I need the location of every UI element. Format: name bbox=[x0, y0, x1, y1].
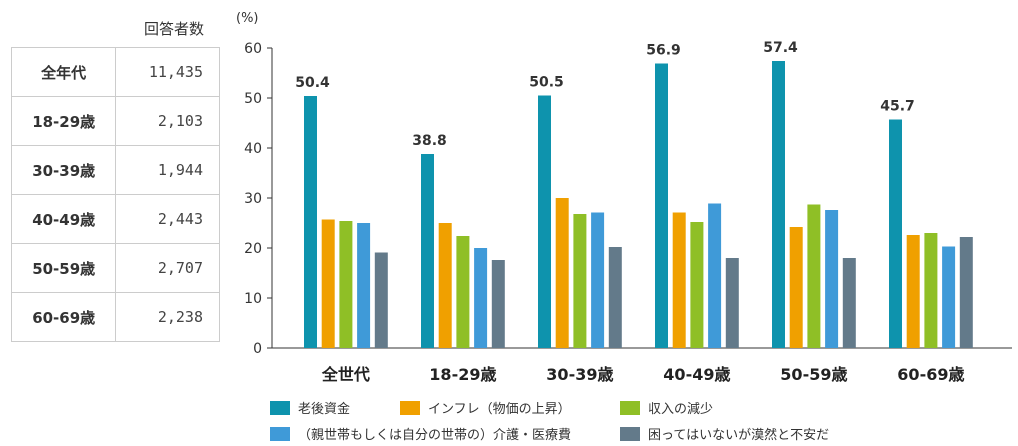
x-category-label: 18-29歳 bbox=[429, 365, 496, 384]
bar bbox=[672, 212, 686, 348]
row-label: 60-69歳 bbox=[10, 292, 117, 342]
row-label: 40-49歳 bbox=[10, 194, 117, 244]
table-row: 30-39歳 1,944 bbox=[10, 145, 220, 195]
bar bbox=[842, 258, 856, 348]
bar bbox=[421, 154, 434, 348]
legend-swatch bbox=[620, 400, 640, 415]
bar bbox=[690, 222, 704, 348]
table-row: 全年代 11,435 bbox=[10, 47, 220, 97]
legend-item: 困ってはいないが漠然と不安だ bbox=[620, 424, 829, 443]
bar bbox=[573, 214, 587, 348]
bar bbox=[825, 210, 839, 348]
y-tick-label: 30 bbox=[244, 191, 262, 207]
row-value: 2,443 bbox=[115, 194, 220, 244]
bar bbox=[438, 223, 452, 348]
legend-label: 収入の減少 bbox=[648, 402, 714, 417]
row-value: 2,103 bbox=[115, 96, 220, 146]
table-row: 18-29歳 2,103 bbox=[10, 96, 220, 146]
x-category-label: 50-59歳 bbox=[780, 365, 847, 384]
y-tick-label: 40 bbox=[244, 141, 262, 157]
bar bbox=[304, 96, 317, 348]
y-tick-label: 10 bbox=[244, 291, 262, 307]
data-label: 56.9 bbox=[646, 43, 681, 59]
y-tick-label: 50 bbox=[244, 91, 262, 107]
bar bbox=[456, 236, 470, 348]
row-label: 50-59歳 bbox=[10, 243, 117, 293]
legend-item: 収入の減少 bbox=[620, 398, 713, 417]
bar bbox=[807, 204, 821, 348]
row-label: 全年代 bbox=[10, 47, 117, 97]
y-tick-label: 0 bbox=[253, 341, 262, 357]
legend-label: 老後資金 bbox=[298, 402, 351, 417]
row-label: 18-29歳 bbox=[10, 96, 117, 146]
row-value: 1,944 bbox=[115, 145, 220, 195]
bar bbox=[924, 233, 938, 348]
data-label: 50.4 bbox=[295, 75, 330, 91]
legend-swatch bbox=[270, 426, 290, 441]
bar bbox=[906, 235, 920, 348]
data-label: 45.7 bbox=[880, 99, 915, 115]
table-row: 50-59歳 2,707 bbox=[10, 243, 220, 293]
bar bbox=[339, 221, 353, 348]
bar bbox=[942, 246, 956, 348]
data-label: 38.8 bbox=[412, 133, 447, 149]
legend-label: 困ってはいないが漠然と不安だ bbox=[648, 428, 830, 443]
bar bbox=[889, 119, 902, 348]
x-category-label: 40-49歳 bbox=[663, 365, 730, 384]
bar bbox=[491, 260, 505, 348]
row-label: 30-39歳 bbox=[10, 145, 117, 195]
y-tick-label: 60 bbox=[244, 41, 262, 57]
x-category-label: 60-69歳 bbox=[897, 365, 964, 384]
legend-label: インフレ（物価の上昇） bbox=[428, 402, 571, 417]
x-category-label: 全世代 bbox=[321, 365, 370, 384]
y-unit-label: (%) bbox=[236, 11, 259, 26]
data-label: 50.5 bbox=[529, 75, 564, 91]
legend-swatch bbox=[400, 400, 420, 415]
row-value: 2,707 bbox=[115, 243, 220, 293]
bar bbox=[789, 227, 803, 348]
row-value: 11,435 bbox=[115, 47, 220, 97]
table-row: 40-49歳 2,443 bbox=[10, 194, 220, 244]
bar-chart: (%) 0 10 20 30 40 50 60 50.4 全世代 38.8 18-29歳 50.5 30-… bbox=[236, 11, 1012, 384]
bar bbox=[555, 198, 569, 348]
bar bbox=[321, 219, 335, 348]
bar bbox=[608, 247, 622, 348]
row-value: 2,238 bbox=[115, 292, 220, 342]
respondents-table: 全年代 11,435 18-29歳 2,103 30-39歳 1,944 40-… bbox=[10, 47, 220, 342]
bar bbox=[772, 61, 785, 348]
legend-swatch bbox=[270, 400, 290, 415]
y-tick-label: 20 bbox=[244, 241, 262, 257]
bar bbox=[474, 248, 488, 348]
bar bbox=[708, 203, 722, 348]
table-row: 60-69歳 2,238 bbox=[10, 292, 220, 342]
bar bbox=[725, 258, 739, 348]
bar bbox=[538, 95, 551, 348]
bar bbox=[655, 63, 668, 348]
legend-item: インフレ（物価の上昇） bbox=[400, 398, 571, 417]
data-label: 57.4 bbox=[763, 40, 798, 56]
legend-label: （親世帯もしくは自分の世帯の）介護・医療費 bbox=[298, 428, 572, 443]
bar bbox=[357, 223, 371, 348]
legend-swatch bbox=[620, 426, 640, 441]
legend-item: （親世帯もしくは自分の世帯の）介護・医療費 bbox=[270, 424, 571, 443]
respondents-header: 回答者数 bbox=[143, 20, 204, 38]
legend-item: 老後資金 bbox=[270, 398, 350, 417]
bar bbox=[959, 237, 973, 348]
x-category-label: 30-39歳 bbox=[546, 365, 613, 384]
bar bbox=[591, 212, 605, 348]
bar bbox=[374, 252, 388, 348]
